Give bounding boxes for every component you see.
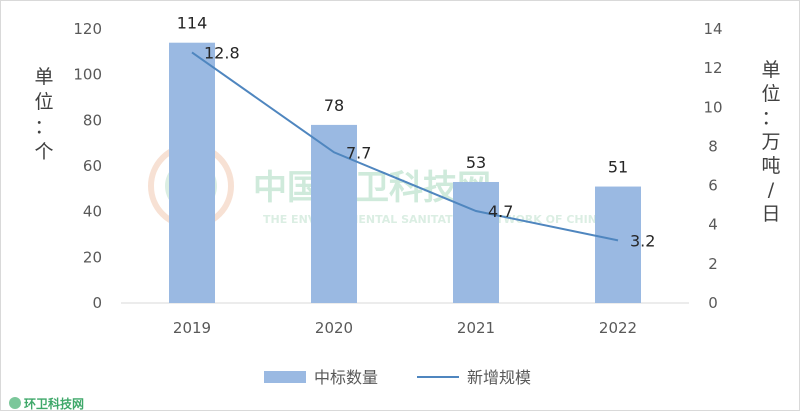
y-right-tick-label: 12 [703,59,722,77]
line-data-label: 4.7 [488,202,513,221]
line-data-label: 7.7 [346,143,371,162]
y-right-tick-labels: 0 2 4 6 8 10 12 14 [703,20,722,312]
x-tick-labels: 2019 2020 2021 2022 [173,319,637,337]
x-tick-label: 2022 [599,319,637,337]
legend-line-label: 新增规模 [467,368,531,387]
y-left-tick-label: 40 [83,203,102,221]
y-right-title-char: ： [761,107,780,129]
y-left-title-char: 位 [34,91,53,113]
line-data-label: 12.8 [204,43,240,62]
bar-data-label: 53 [466,153,486,172]
y-left-axis-title: 单位 ： 个 [34,66,53,163]
legend-bar-label: 中标数量 [314,368,378,387]
y-left-tick-label: 20 [83,248,102,266]
y-left-tick-label: 60 [83,157,102,175]
y-right-title-char: / [768,179,775,201]
x-tick-label: 2021 [457,319,495,337]
corner-logo: 环卫科技网 [9,396,84,411]
corner-logo-text: 环卫科技网 [24,396,84,411]
bar-data-labels: 114 78 53 51 [177,14,628,177]
x-tick-label: 2019 [173,319,211,337]
legend-bar-swatch [264,371,306,383]
y-right-tick-label: 10 [703,98,722,116]
y-right-title-char: 位 [761,83,780,105]
watermark: 中国环卫科技网 THE ENVIRONMENTAL SANITATION NET… [151,146,606,226]
y-left-tick-labels: 0 20 40 60 80 100 120 [73,20,102,312]
y-left-tick-label: 80 [83,111,102,129]
y-right-title-char: 日 [761,203,780,225]
bar-2021 [453,182,499,303]
bar-data-label: 78 [324,96,344,115]
y-right-tick-label: 4 [708,216,718,234]
y-right-title-char: 单 [761,59,780,81]
x-tick-label: 2020 [315,319,353,337]
y-left-title-char: 单 [34,66,53,88]
y-right-tick-label: 6 [708,177,718,195]
y-left-title-char: ： [34,116,53,138]
y-right-tick-label: 2 [708,255,718,273]
line-data-label: 3.2 [630,231,655,250]
y-left-title-char: 个 [34,141,53,163]
corner-logo-icon [9,397,21,409]
y-left-tick-label: 100 [73,66,102,84]
y-right-tick-label: 0 [708,294,718,312]
y-right-tick-label: 8 [708,137,718,155]
y-left-tick-label: 0 [92,294,102,312]
y-left-tick-label: 120 [73,20,102,38]
legend: 中标数量 新增规模 [264,368,531,387]
y-right-axis-title: 单位：万吨/日 [761,59,780,225]
bar-data-label: 114 [177,14,208,33]
bar-2019 [169,43,215,303]
y-right-tick-label: 14 [703,20,722,38]
y-right-title-char: 万 [761,131,780,153]
y-right-title-char: 吨 [761,155,780,177]
bar-data-label: 51 [608,158,628,177]
